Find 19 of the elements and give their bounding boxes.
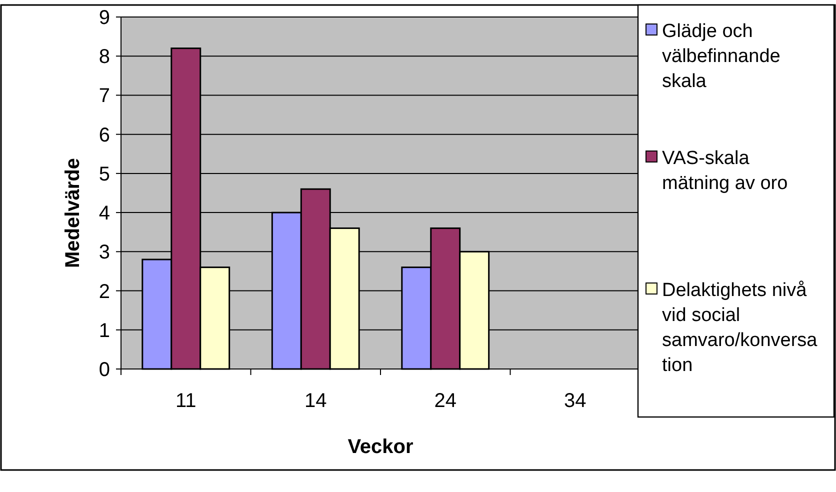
y-tick-label: 7 — [98, 85, 110, 108]
x-tick-label: 11 — [175, 390, 196, 412]
y-tick-label: 3 — [98, 242, 110, 264]
x-tick-label: 24 — [434, 390, 456, 412]
y-tick-label: 8 — [98, 46, 110, 68]
y-tick-label: 0 — [98, 359, 110, 381]
y-tick-label: 6 — [98, 124, 110, 146]
y-tick-label: 5 — [98, 163, 110, 186]
x-axis-title: Veckor — [348, 436, 414, 458]
y-tick-label: 1 — [98, 320, 110, 342]
y-tick-label: 9 — [98, 7, 110, 29]
legend-label: VAS-skala mätning av oro — [662, 148, 788, 194]
x-tick-label: 14 — [304, 390, 327, 412]
y-axis-title: Medelvärde — [62, 158, 84, 268]
y-tick-label: 2 — [98, 280, 110, 303]
legend-label: Glädje och välbefinnande skala — [662, 21, 780, 92]
x-tick-label: 34 — [564, 390, 586, 412]
legend-label: Delaktighets nivå vid social samvaro/konversation — [662, 280, 818, 376]
y-tick-label: 4 — [98, 202, 110, 225]
